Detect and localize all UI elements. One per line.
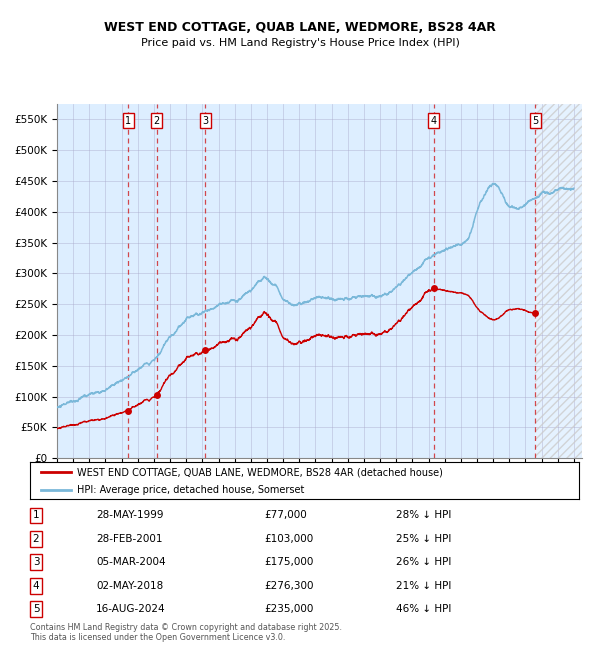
Text: 4: 4: [431, 116, 437, 125]
Bar: [535, 104, 582, 458]
Text: £276,300: £276,300: [264, 580, 314, 591]
Text: WEST END COTTAGE, QUAB LANE, WEDMORE, BS28 4AR: WEST END COTTAGE, QUAB LANE, WEDMORE, BS…: [104, 21, 496, 34]
Text: 28-FEB-2001: 28-FEB-2001: [96, 534, 163, 544]
Text: 3: 3: [32, 557, 40, 567]
Text: 46% ↓ HPI: 46% ↓ HPI: [396, 604, 451, 614]
Text: 1: 1: [32, 510, 40, 521]
Text: £235,000: £235,000: [264, 604, 313, 614]
Text: 02-MAY-2018: 02-MAY-2018: [96, 580, 163, 591]
Text: £103,000: £103,000: [264, 534, 313, 544]
Text: 26% ↓ HPI: 26% ↓ HPI: [396, 557, 451, 567]
Text: 5: 5: [32, 604, 40, 614]
Text: HPI: Average price, detached house, Somerset: HPI: Average price, detached house, Some…: [77, 485, 304, 495]
Text: 16-AUG-2024: 16-AUG-2024: [96, 604, 166, 614]
Text: 25% ↓ HPI: 25% ↓ HPI: [396, 534, 451, 544]
Text: 05-MAR-2004: 05-MAR-2004: [96, 557, 166, 567]
Text: 28% ↓ HPI: 28% ↓ HPI: [396, 510, 451, 521]
Text: WEST END COTTAGE, QUAB LANE, WEDMORE, BS28 4AR (detached house): WEST END COTTAGE, QUAB LANE, WEDMORE, BS…: [77, 467, 443, 477]
Text: 2: 2: [154, 116, 160, 125]
Text: £77,000: £77,000: [264, 510, 307, 521]
Bar: [535, 104, 582, 458]
Text: Contains HM Land Registry data © Crown copyright and database right 2025.
This d: Contains HM Land Registry data © Crown c…: [30, 623, 342, 642]
Text: 4: 4: [32, 580, 40, 591]
Text: Price paid vs. HM Land Registry's House Price Index (HPI): Price paid vs. HM Land Registry's House …: [140, 38, 460, 47]
Text: 21% ↓ HPI: 21% ↓ HPI: [396, 580, 451, 591]
Text: 28-MAY-1999: 28-MAY-1999: [96, 510, 163, 521]
Text: 1: 1: [125, 116, 131, 125]
Text: 2: 2: [32, 534, 40, 544]
Text: 5: 5: [532, 116, 539, 125]
Text: 3: 3: [202, 116, 208, 125]
Text: £175,000: £175,000: [264, 557, 313, 567]
